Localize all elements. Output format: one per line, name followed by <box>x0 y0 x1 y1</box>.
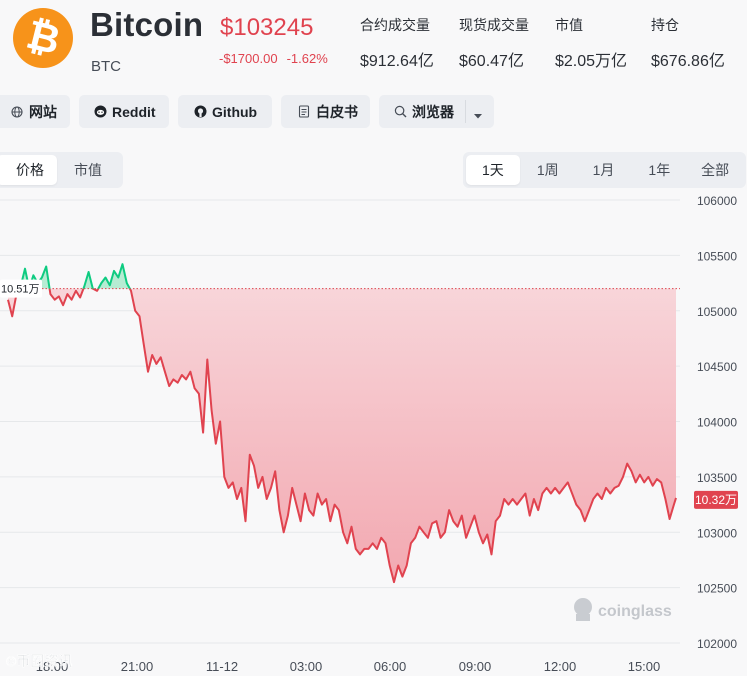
whitepaper-button[interactable]: 白皮书 <box>281 95 370 128</box>
reddit-label: Reddit <box>112 103 156 120</box>
open-price-tag-bg <box>0 279 42 298</box>
stat-futures-volume: 合约成交量 $912.64亿 <box>360 15 434 71</box>
stat-label: 现货成交量 <box>459 17 529 33</box>
y-tick-label: 102000 <box>697 637 737 651</box>
y-tick-label: 105500 <box>697 249 737 263</box>
last-price-label: 10.32万 <box>695 493 737 507</box>
x-tick-label: 18:00 <box>36 659 69 674</box>
explorer-label: 浏览器 <box>412 103 454 120</box>
tab-range-1m[interactable]: 1月 <box>592 162 615 178</box>
corner-credit: ©币圈资讯 <box>6 653 73 670</box>
whitepaper-label: 白皮书 <box>316 103 358 120</box>
y-tick-label: 104000 <box>697 416 737 430</box>
tab-range-1w[interactable]: 1周 <box>536 162 559 178</box>
coin-symbol: BTC <box>91 58 121 75</box>
x-tick-label: 12:00 <box>544 659 577 674</box>
x-tick-label: 09:00 <box>459 659 492 674</box>
y-tick-label: 104500 <box>697 360 737 374</box>
coinglass-watermark: coinglass <box>574 598 672 621</box>
y-tick-label: 103500 <box>697 471 737 485</box>
stat-value: $2.05万亿 <box>555 53 628 70</box>
y-tick-label: 105000 <box>697 305 737 319</box>
github-button[interactable]: Github <box>178 95 272 128</box>
x-tick-label: 06:00 <box>374 659 407 674</box>
metric-tabs: 价格 市值 <box>0 152 123 188</box>
dropdown-divider <box>465 100 466 123</box>
price-change-abs: -$1700.00 <box>219 51 278 66</box>
price-change-pct: -1.62% <box>286 51 328 66</box>
coin-name: Bitcoin <box>90 6 204 43</box>
stat-value: $676.86亿 <box>651 53 725 70</box>
range-tabs: 1天 1周 1月 1年 全部 <box>463 152 746 188</box>
website-button[interactable]: 网站 <box>0 95 70 128</box>
explorer-dropdown[interactable]: 浏览器 <box>379 95 494 128</box>
y-tick-label: 102500 <box>697 582 737 596</box>
y-tick-label: 103000 <box>697 526 737 540</box>
stat-label: 持仓 <box>651 17 679 33</box>
y-axis: 106000 105500 105000 104500 104000 103500 1030… <box>697 194 737 651</box>
chevron-down-icon[interactable] <box>473 107 483 123</box>
stat-label: 合约成交量 <box>360 17 430 33</box>
last-price-tag-bg <box>694 490 738 509</box>
watermark-logo-base <box>576 614 590 621</box>
price-line-down <box>7 288 677 584</box>
x-tick-label: 15:00 <box>628 659 661 674</box>
github-icon <box>193 105 207 119</box>
stat-spot-volume: 现货成交量 $60.47亿 <box>459 15 529 71</box>
tab-range-1d[interactable]: 1天 <box>466 155 520 185</box>
price-change: -$1700.00 -1.62% <box>219 51 328 66</box>
price-chart[interactable]: 106000 105500 105000 104500 104000 103500 1030… <box>0 190 747 676</box>
price-line-up <box>18 263 131 289</box>
x-tick-label: 21:00 <box>121 659 154 674</box>
y-tick-label: 106000 <box>697 194 737 208</box>
stat-open-interest: 持仓 $676.86亿 <box>651 15 725 71</box>
stat-value: $60.47亿 <box>459 53 524 70</box>
current-price: $103245 <box>220 14 314 41</box>
open-price-label: 10.51万 <box>1 284 40 296</box>
stat-market-cap: 市值 $2.05万亿 <box>555 15 627 71</box>
watermark-logo-icon <box>574 598 592 616</box>
tab-range-1y[interactable]: 1年 <box>648 162 671 178</box>
stat-value: $912.64亿 <box>360 53 434 70</box>
globe-icon <box>10 105 24 119</box>
tab-range-all[interactable]: 全部 <box>701 162 730 178</box>
document-icon <box>297 105 311 119</box>
website-label: 网站 <box>29 103 57 120</box>
stat-label: 市值 <box>555 17 583 33</box>
x-axis: 18:00 21:00 11-12 03:00 06:00 09:00 12:00 15:00 <box>36 659 661 674</box>
explorer-icon <box>393 105 407 119</box>
reddit-button[interactable]: Reddit <box>79 95 169 128</box>
tab-market-cap[interactable]: 市值 <box>74 162 102 178</box>
tab-price[interactable]: 价格 <box>0 155 57 185</box>
corner-credit-text: ©币圈资讯 <box>6 653 72 669</box>
area-below-open <box>8 288 676 583</box>
x-tick-label: 03:00 <box>290 659 323 674</box>
open-price-tag: 10.51万 <box>0 279 42 298</box>
x-tick-label: 11-12 <box>206 659 238 674</box>
watermark-text: coinglass <box>598 603 672 620</box>
last-price-tag: 10.32万 <box>694 490 738 509</box>
github-label: Github <box>212 103 258 120</box>
reddit-icon <box>93 105 107 119</box>
bitcoin-logo-icon: ₿ <box>13 8 73 68</box>
